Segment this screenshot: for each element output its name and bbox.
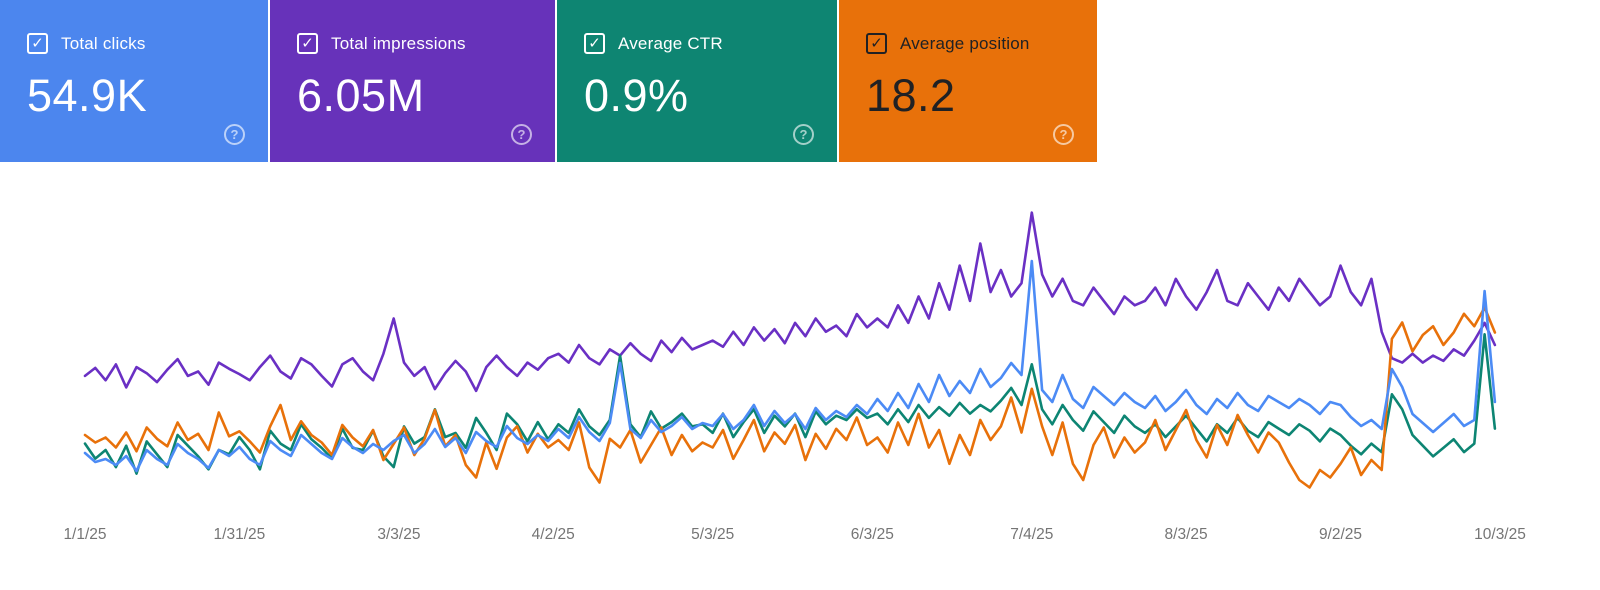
help-icon[interactable]: ? <box>793 124 814 145</box>
card-header: ✓ Total impressions <box>297 33 555 54</box>
card-value: 0.9% <box>584 70 689 121</box>
series-line-total-clicks <box>83 259 1497 473</box>
checkbox-icon[interactable]: ✓ <box>27 33 48 54</box>
x-axis-label: 9/2/25 <box>1319 526 1362 543</box>
checkbox-icon[interactable]: ✓ <box>584 33 605 54</box>
x-axis-label: 6/3/25 <box>851 526 894 543</box>
card-header: ✓ Total clicks <box>27 33 268 54</box>
x-axis-label: 10/3/25 <box>1474 526 1526 543</box>
help-icon[interactable]: ? <box>511 124 532 145</box>
card-average-ctr[interactable]: ✓ Average CTR 0.9% ? <box>557 0 837 162</box>
help-icon[interactable]: ? <box>224 124 245 145</box>
series-line-average-position <box>83 306 1497 489</box>
card-value: 6.05M <box>297 70 425 121</box>
x-axis-label: 5/3/25 <box>691 526 734 543</box>
x-axis-label: 3/3/25 <box>377 526 420 543</box>
checkbox-icon[interactable]: ✓ <box>866 33 887 54</box>
series-line-total-impressions <box>83 211 1497 393</box>
card-average-position[interactable]: ✓ Average position 18.2 ? <box>839 0 1097 162</box>
card-label: Average CTR <box>618 33 723 53</box>
x-axis-label: 1/1/25 <box>63 526 106 543</box>
x-axis-label: 8/3/25 <box>1165 526 1208 543</box>
metric-cards-row: ✓ Total clicks 54.9K ? ✓ Total impressio… <box>0 0 1097 162</box>
checkbox-icon[interactable]: ✓ <box>297 33 318 54</box>
card-total-impressions[interactable]: ✓ Total impressions 6.05M ? <box>270 0 555 162</box>
x-axis-label: 4/2/25 <box>532 526 575 543</box>
card-value: 18.2 <box>866 70 956 121</box>
card-label: Total clicks <box>61 33 146 53</box>
card-header: ✓ Average position <box>866 33 1097 54</box>
card-label: Total impressions <box>331 33 466 53</box>
card-label: Average position <box>900 33 1030 53</box>
x-axis-label: 1/31/25 <box>214 526 266 543</box>
card-total-clicks[interactable]: ✓ Total clicks 54.9K ? <box>0 0 268 162</box>
x-axis-label: 7/4/25 <box>1010 526 1053 543</box>
help-icon[interactable]: ? <box>1053 124 1074 145</box>
card-header: ✓ Average CTR <box>584 33 837 54</box>
card-value: 54.9K <box>27 70 148 121</box>
